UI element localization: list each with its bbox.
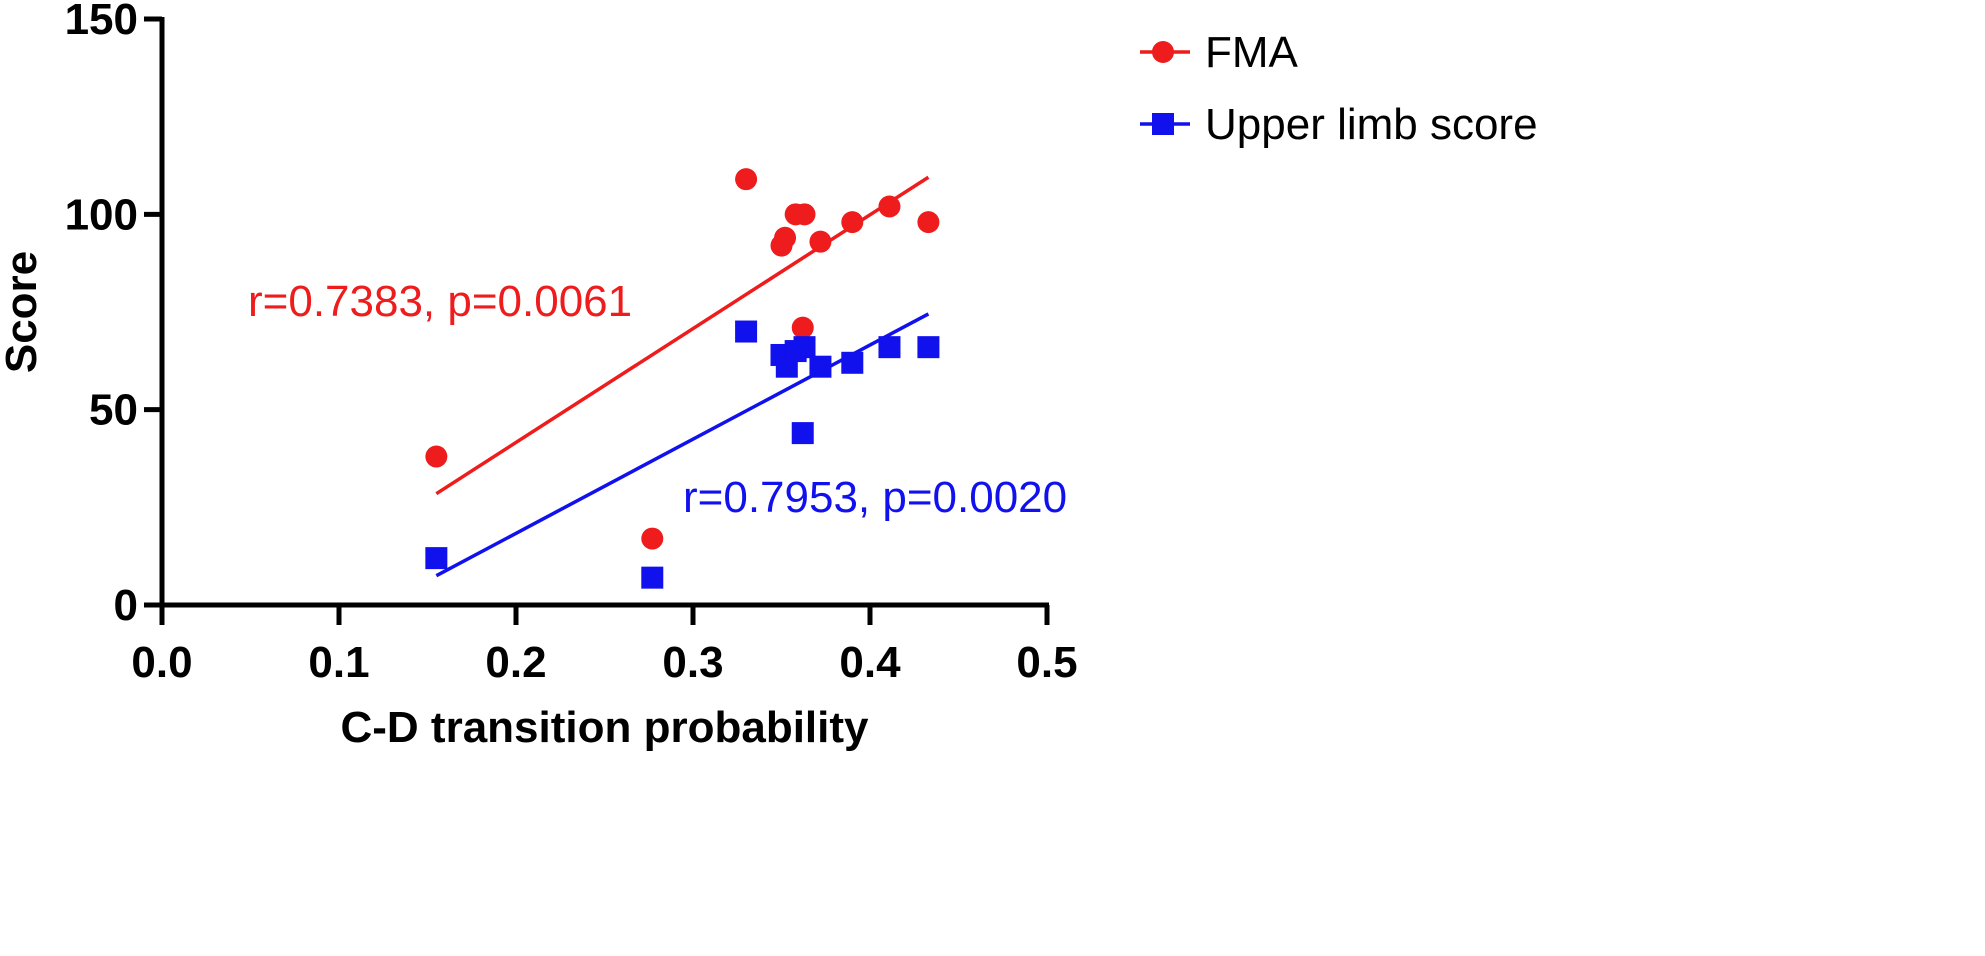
- fma-point: [735, 168, 758, 191]
- x-axis-title: C-D transition probability: [341, 703, 870, 752]
- y-tick-label: 0: [114, 581, 138, 630]
- fma-point: [917, 211, 940, 234]
- x-tick-label: 0.0: [131, 638, 192, 687]
- upper-limb-point: [791, 422, 814, 445]
- axes: [144, 16, 1050, 625]
- upper-limb-point: [841, 351, 864, 374]
- upper-limb-point: [735, 320, 758, 343]
- fma-point: [641, 527, 664, 550]
- x-tick-label: 0.5: [1016, 638, 1077, 687]
- fma-point: [425, 445, 448, 468]
- data-points: [425, 168, 940, 589]
- fma-correlation-annotation: r=0.7383, p=0.0061: [248, 277, 632, 326]
- x-tick-label: 0.4: [839, 638, 901, 687]
- upper-limb-correlation-annotation: r=0.7953, p=0.0020: [683, 473, 1067, 522]
- upper-limb-point: [425, 547, 448, 570]
- fma-point: [793, 203, 816, 226]
- legend-marker-fma: [1152, 41, 1174, 63]
- tick-labels: 0 50 100 150 0.0 0.1 0.2 0.3 0.4 0.5 C-D transitio…: [0, 0, 1078, 752]
- legend-label: FMA: [1205, 28, 1299, 77]
- upper-limb-point: [641, 566, 664, 589]
- fma-point: [809, 230, 832, 253]
- upper-limb-point: [809, 355, 832, 378]
- fma-point: [774, 226, 797, 249]
- fma-point: [791, 316, 814, 339]
- x-tick-label: 0.2: [485, 638, 546, 687]
- legend-label: Upper limb score: [1205, 100, 1538, 149]
- y-tick-label: 100: [65, 190, 138, 239]
- legend: FMA Upper limb score: [1140, 28, 1538, 149]
- upper-limb-point: [917, 336, 940, 359]
- x-tick-label: 0.3: [662, 638, 723, 687]
- legend-marker-upper-limb: [1152, 113, 1174, 135]
- fma-point: [841, 211, 864, 234]
- x-tick-label: 0.1: [308, 638, 369, 687]
- annotations: r=0.7383, p=0.0061 r=0.7953, p=0.0020: [248, 277, 1067, 522]
- y-axis-title: Score: [0, 251, 46, 373]
- y-tick-label: 150: [65, 0, 138, 44]
- y-tick-label: 50: [89, 386, 138, 435]
- fma-point: [878, 195, 901, 218]
- upper-limb-point: [878, 336, 901, 359]
- upper-limb-point: [793, 336, 816, 359]
